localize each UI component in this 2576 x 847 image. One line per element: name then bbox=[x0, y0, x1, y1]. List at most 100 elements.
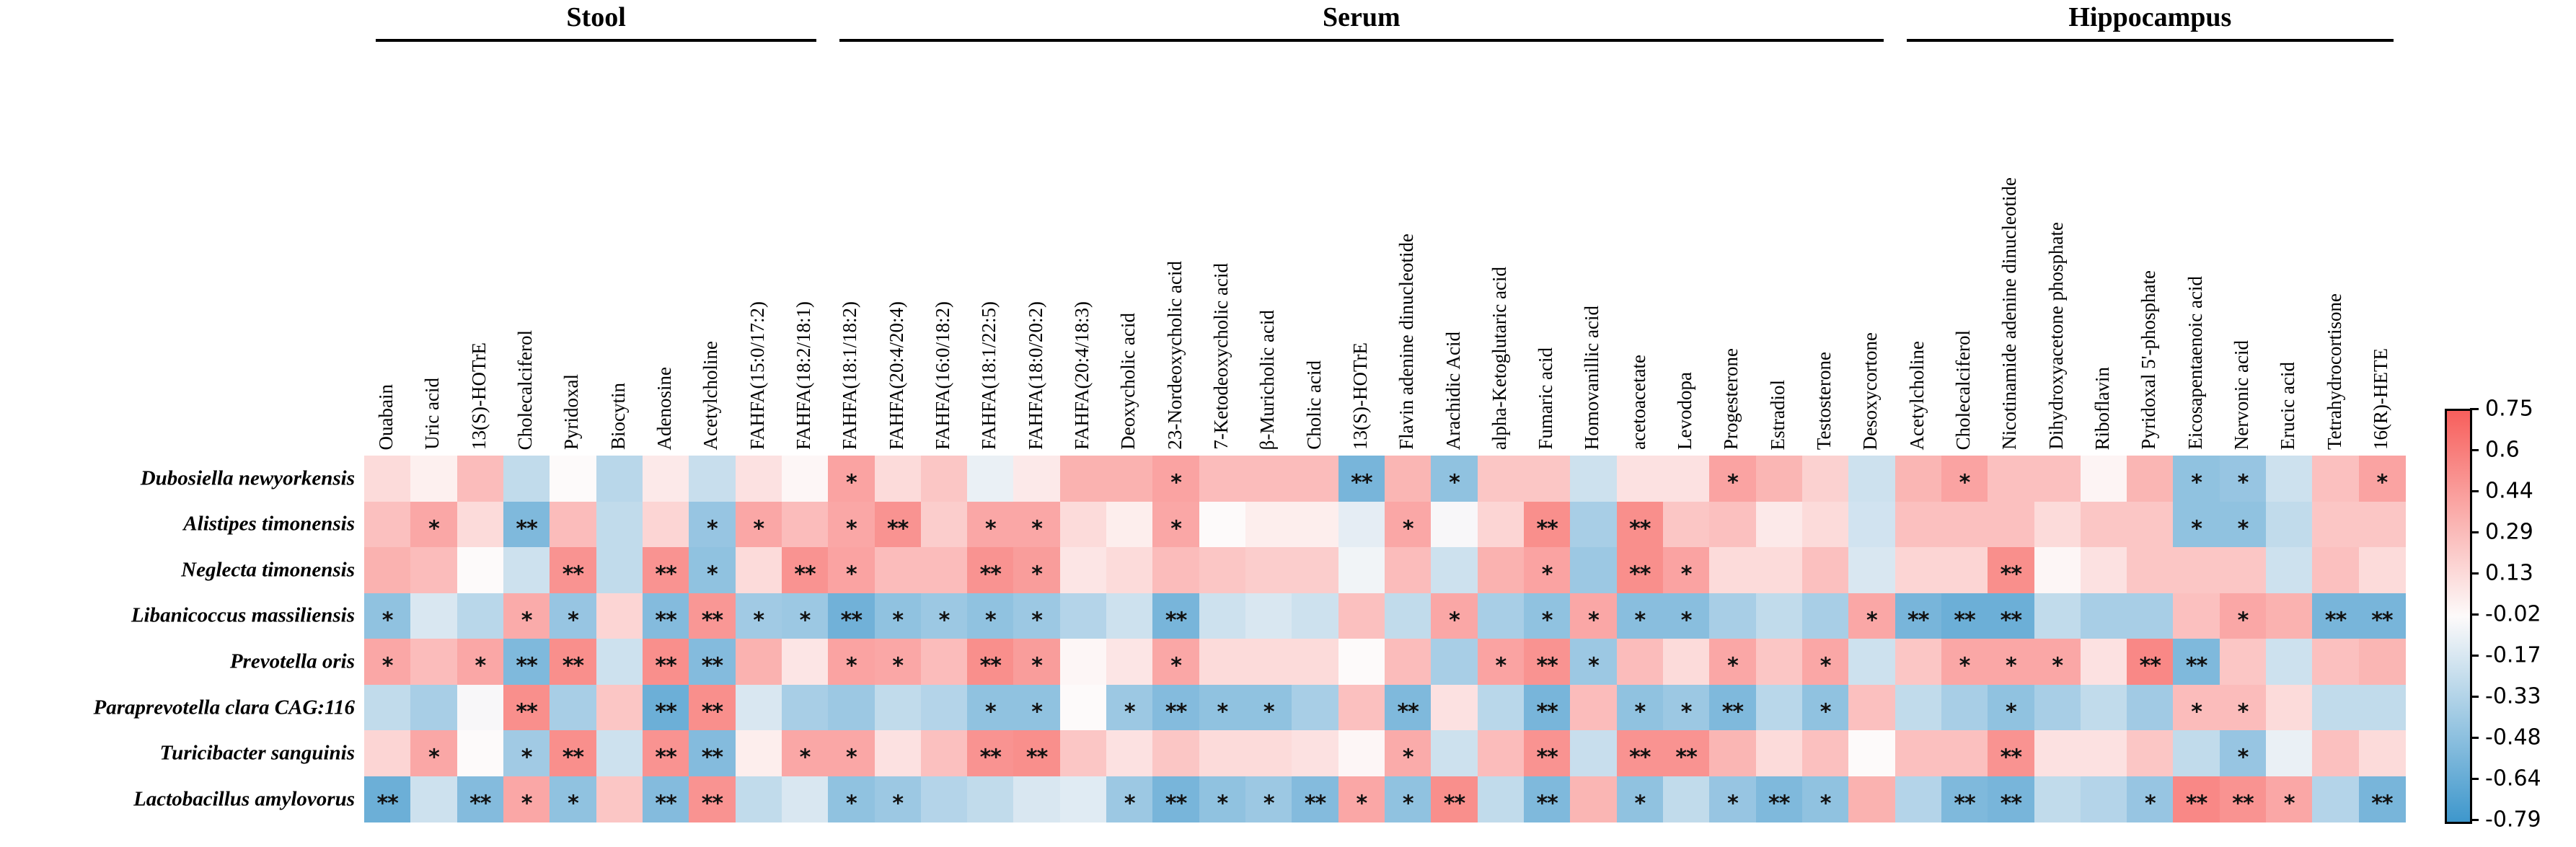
heatmap-cell bbox=[1059, 547, 1107, 594]
group-header-hippocampus: Hippocampus bbox=[2068, 2, 2232, 32]
column-label: Homovanillic acid bbox=[1581, 305, 1603, 450]
significance-marker: * bbox=[846, 653, 857, 679]
heatmap-cell bbox=[2173, 730, 2220, 777]
heatmap-cell bbox=[1013, 456, 1061, 502]
column-label: Levodopa bbox=[1674, 372, 1696, 450]
heatmap-cell bbox=[1941, 730, 1988, 777]
significance-marker: * bbox=[1124, 791, 1136, 817]
colorbar-tick bbox=[2470, 655, 2479, 657]
significance-marker: * bbox=[846, 470, 857, 496]
significance-marker: ** bbox=[701, 791, 723, 817]
heatmap-cell bbox=[1662, 456, 1710, 502]
heatmap-cell bbox=[1059, 776, 1107, 822]
significance-marker: ** bbox=[1025, 745, 1048, 771]
heatmap-cell bbox=[874, 639, 922, 686]
heatmap-cell bbox=[1059, 639, 1107, 686]
column-label: 13(S)-HOTrE bbox=[1349, 342, 1371, 450]
significance-marker: * bbox=[1170, 470, 1182, 496]
colorbar-tick bbox=[2470, 778, 2479, 780]
heatmap-cell bbox=[503, 684, 550, 731]
heatmap-cell bbox=[2219, 776, 2267, 822]
heatmap-cell bbox=[1941, 639, 1988, 686]
significance-marker: * bbox=[1263, 699, 1275, 725]
column-label: Tetrahydrocortisone bbox=[2323, 293, 2345, 450]
heatmap-cell bbox=[1848, 776, 1896, 822]
heatmap-cell bbox=[1477, 547, 1525, 594]
row-label: Lactobacillus amylovorus bbox=[133, 787, 355, 811]
heatmap-cell bbox=[1385, 547, 1432, 594]
significance-marker: * bbox=[1031, 516, 1043, 542]
heatmap-cell bbox=[2127, 730, 2174, 777]
heatmap-cell bbox=[1941, 593, 1988, 639]
heatmap-cell bbox=[1385, 501, 1432, 548]
heatmap-cell bbox=[967, 639, 1015, 686]
heatmap-cell bbox=[1709, 456, 1757, 502]
significance-marker: ** bbox=[1768, 791, 1790, 817]
significance-marker: * bbox=[2191, 699, 2202, 725]
heatmap-cell bbox=[689, 593, 736, 639]
significance-marker: ** bbox=[1536, 653, 1558, 679]
heatmap-cell bbox=[874, 684, 922, 731]
heatmap-cell bbox=[689, 730, 736, 777]
significance-marker: ** bbox=[1954, 608, 1975, 634]
significance-marker: * bbox=[1031, 653, 1043, 679]
heatmap-cell bbox=[1059, 593, 1107, 639]
heatmap-cell bbox=[1848, 730, 1896, 777]
heatmap-cell bbox=[642, 730, 689, 777]
column-label: Uric acid bbox=[421, 378, 444, 450]
heatmap-cell bbox=[1988, 730, 2035, 777]
significance-marker: * bbox=[1727, 791, 1739, 817]
significance-marker: ** bbox=[2324, 608, 2347, 634]
heatmap-cell bbox=[364, 730, 411, 777]
heatmap-cell bbox=[1662, 684, 1710, 731]
column-label: Testosterone bbox=[1813, 351, 1835, 450]
heatmap-cell bbox=[1941, 547, 1988, 594]
heatmap-cell bbox=[1338, 593, 1385, 639]
heatmap-cell bbox=[2127, 639, 2174, 686]
colorbar-tick bbox=[2470, 737, 2479, 739]
heatmap-cell bbox=[1524, 501, 1571, 548]
heatmap-cell bbox=[456, 639, 504, 686]
heatmap-cell bbox=[1013, 684, 1061, 731]
significance-marker: ** bbox=[979, 745, 1002, 771]
heatmap-cell bbox=[1152, 456, 1200, 502]
heatmap-cell bbox=[781, 639, 829, 686]
heatmap-cell bbox=[967, 776, 1015, 822]
heatmap-cell bbox=[1199, 639, 1246, 686]
significance-marker: ** bbox=[1304, 791, 1326, 817]
heatmap-cell bbox=[1199, 501, 1246, 548]
significance-marker: ** bbox=[701, 608, 723, 634]
significance-marker: ** bbox=[655, 653, 676, 679]
heatmap-cell bbox=[1941, 684, 1988, 731]
heatmap-cell bbox=[781, 501, 829, 548]
column-label: acetoacetate bbox=[1627, 355, 1649, 450]
heatmap-cell bbox=[1524, 776, 1571, 822]
heatmap-cell bbox=[1848, 593, 1896, 639]
heatmap-cell bbox=[2358, 776, 2406, 822]
heatmap-cell bbox=[2034, 456, 2081, 502]
column-label: Nervonic acid bbox=[2230, 340, 2252, 450]
column-label: Estradiol bbox=[1766, 379, 1788, 450]
heatmap-cell bbox=[1292, 501, 1339, 548]
heatmap-cell bbox=[1848, 639, 1896, 686]
significance-marker: * bbox=[521, 791, 533, 817]
heatmap-cell bbox=[1616, 776, 1664, 822]
significance-marker: * bbox=[568, 608, 579, 634]
heatmap-cell bbox=[1616, 593, 1664, 639]
heatmap-cell bbox=[920, 776, 968, 822]
column-label: FAHFA(20:4/18:3) bbox=[1070, 301, 1093, 450]
heatmap-cell bbox=[735, 456, 782, 502]
significance-marker: * bbox=[1449, 470, 1460, 496]
heatmap-cell bbox=[364, 684, 411, 731]
heatmap-cell bbox=[828, 684, 875, 731]
heatmap-cell bbox=[410, 547, 458, 594]
colorbar-tick bbox=[2470, 449, 2479, 451]
significance-marker: * bbox=[1819, 791, 1832, 817]
heatmap-cell bbox=[596, 456, 643, 502]
heatmap-cell bbox=[642, 593, 689, 639]
heatmap-cell bbox=[1245, 730, 1292, 777]
heatmap-cell bbox=[596, 593, 643, 639]
significance-marker: ** bbox=[2000, 791, 2022, 817]
heatmap-cell bbox=[1292, 730, 1339, 777]
heatmap-cell bbox=[1106, 776, 1154, 822]
